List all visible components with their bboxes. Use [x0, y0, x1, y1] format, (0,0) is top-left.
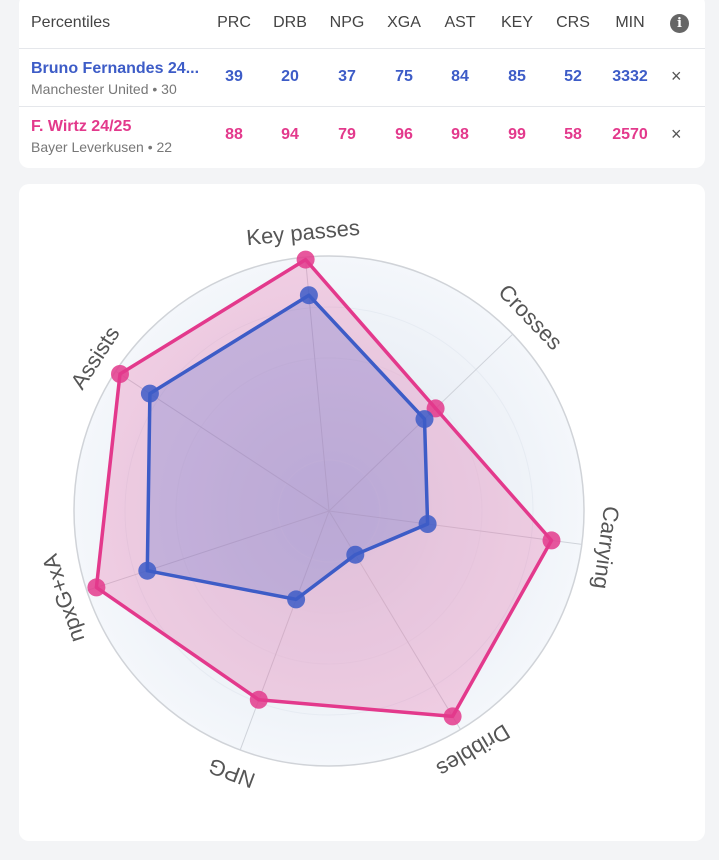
player-row-wirtz: F. Wirtz 24/25 Bayer Leverkusen • 22 88 …: [19, 107, 705, 164]
column-header-key: KEY: [500, 14, 533, 31]
radar-ring-1: [277, 459, 381, 563]
radar-grid: [73, 255, 585, 767]
data-point-f-wirtz-24-25-carrying[interactable]: [542, 531, 561, 550]
value-key: 99: [508, 126, 526, 143]
data-point-f-wirtz-24-25-npg[interactable]: [249, 690, 268, 709]
data-point-bruno-fernandes-24-dribbles[interactable]: [346, 545, 365, 564]
radar-spoke-carrying: [328, 510, 582, 545]
value-prc: 88: [225, 126, 243, 143]
data-point-bruno-fernandes-24-npxg-xa[interactable]: [138, 561, 157, 580]
value-npg: 79: [338, 126, 356, 143]
axis-label-npg: NPG: [205, 753, 258, 793]
radar-ring-3: [175, 357, 483, 665]
column-header-prc: PRC: [217, 14, 251, 31]
value-min: 3332: [612, 68, 648, 85]
data-point-bruno-fernandes-24-npg[interactable]: [287, 590, 306, 609]
player-club-age: Bayer Leverkusen • 22: [31, 139, 173, 155]
radar-chart-card: Key passes Crosses Carrying Dribbles NPG npxG…: [19, 184, 705, 841]
column-header-npg: NPG: [329, 14, 365, 31]
column-header-min: MIN: [615, 14, 645, 31]
axis-label-key-passes: Key passes: [245, 215, 361, 250]
value-prc: 39: [225, 68, 243, 85]
value-xga: 75: [395, 68, 413, 85]
player-name[interactable]: Bruno Fernandes 24...: [31, 60, 200, 77]
player-club-age: Manchester United • 30: [31, 81, 177, 97]
info-icon[interactable]: i: [670, 14, 689, 33]
value-key: 85: [508, 68, 526, 85]
player-row-bruno-fernandes: Bruno Fernandes 24... Manchester United …: [19, 49, 705, 107]
value-crs: 52: [564, 68, 582, 85]
series-area-bruno-fernandes-24: [145, 293, 430, 602]
column-header-crs: CRS: [556, 14, 590, 31]
value-drb: 94: [281, 126, 299, 143]
series-area-f-wirtz-24-25: [94, 257, 554, 719]
value-ast: 84: [451, 68, 469, 85]
value-ast: 98: [451, 126, 469, 143]
radar-chart: Key passesCrossesCarryingDribblesNPGnpxG…: [37, 215, 624, 793]
radar-spoke-npg: [239, 510, 330, 751]
data-point-bruno-fernandes-24-crosses[interactable]: [415, 410, 434, 429]
data-point-bruno-fernandes-24-assists[interactable]: [140, 384, 159, 403]
data-point-f-wirtz-24-25-key-passes[interactable]: [296, 250, 315, 269]
data-point-bruno-fernandes-24-key-passes[interactable]: [299, 286, 318, 305]
column-header-ast: AST: [444, 14, 476, 31]
value-crs: 58: [564, 126, 582, 143]
remove-player-button[interactable]: ×: [671, 66, 682, 86]
value-xga: 96: [395, 126, 413, 143]
radar-ring-2: [226, 408, 432, 614]
table-title: Percentiles: [31, 14, 111, 31]
radar-ring-4: [124, 306, 534, 716]
column-header-xga: XGA: [387, 14, 421, 31]
radar-series: [87, 250, 561, 726]
player-name[interactable]: F. Wirtz 24/25: [31, 118, 132, 135]
value-drb: 20: [281, 68, 299, 85]
data-point-f-wirtz-24-25-crosses[interactable]: [426, 399, 445, 418]
value-min: 2570: [612, 126, 648, 143]
column-header-drb: DRB: [273, 14, 307, 31]
data-point-f-wirtz-24-25-dribbles[interactable]: [443, 707, 462, 726]
data-point-f-wirtz-24-25-assists[interactable]: [111, 365, 129, 383]
axis-label-carrying: Carrying: [588, 505, 624, 591]
data-point-bruno-fernandes-24-carrying[interactable]: [418, 515, 437, 533]
data-point-f-wirtz-24-25-npxg-xa[interactable]: [87, 578, 106, 597]
table-header: Percentiles PRC DRB NPG XGA AST KEY CRS …: [19, 0, 705, 49]
remove-player-button[interactable]: ×: [671, 124, 682, 144]
radar-spoke-npxg-xa: [86, 510, 330, 592]
value-npg: 37: [338, 68, 356, 85]
percentiles-table: Percentiles PRC DRB NPG XGA AST KEY CRS …: [19, 0, 705, 168]
